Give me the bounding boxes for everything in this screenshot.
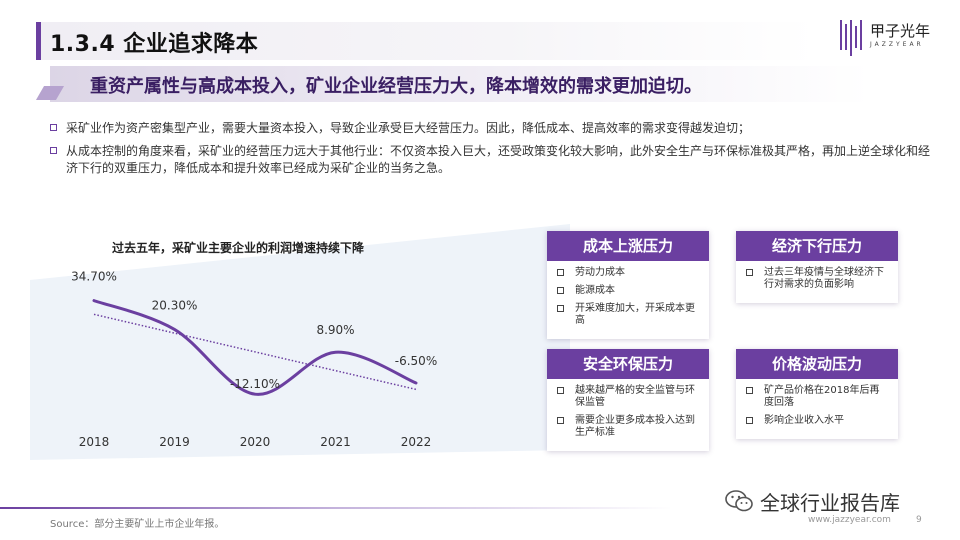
card-body: 越来越严格的安全监管与环保监管 需要企业更多成本投入达到生产标准	[547, 379, 709, 451]
bullet-text: 采矿业作为资产密集型产业，需要大量资本投入，导致企业承受巨大经营压力。因此，降低…	[66, 121, 751, 135]
square-bullet-icon	[746, 269, 753, 276]
card-item: 需要企业更多成本投入达到生产标准	[557, 415, 699, 439]
logo-name: 甲子光年	[870, 22, 931, 40]
square-bullet-icon	[50, 124, 57, 131]
footer-divider	[0, 507, 960, 509]
card-price-fluctuation-pressure: 价格波动压力 矿产品价格在2018年后再度回落 影响企业收入水平	[736, 349, 898, 439]
card-item-text: 过去三年疫情与全球经济下行对需求的负面影响	[764, 267, 884, 290]
card-body: 过去三年疫情与全球经济下行对需求的负面影响	[736, 261, 898, 303]
footer-url[interactable]: www.jazzyear.com	[808, 515, 891, 525]
card-body: 劳动力成本 能源成本 开采难度加大，开采成本更高	[547, 261, 709, 339]
square-bullet-icon	[557, 417, 564, 424]
square-bullet-icon	[746, 417, 753, 424]
square-bullet-icon	[557, 269, 564, 276]
trendline	[93, 313, 417, 391]
card-title: 经济下行压力	[736, 231, 898, 261]
square-bullet-icon	[50, 147, 57, 154]
bullet-list: 采矿业作为资产密集型产业，需要大量资本投入，导致企业承受巨大经营压力。因此，降低…	[50, 120, 930, 183]
data-label: -6.50%	[395, 354, 437, 368]
data-label: -12.10%	[230, 377, 280, 391]
x-tick-label: 2022	[401, 435, 432, 449]
card-item-text: 影响企业收入水平	[764, 415, 844, 426]
data-label: 8.90%	[316, 323, 354, 337]
square-bullet-icon	[746, 387, 753, 394]
card-item: 开采难度加大，开采成本更高	[557, 303, 699, 327]
page-title: 1.3.4 企业追求降本	[50, 32, 259, 57]
title-accent	[36, 22, 41, 60]
data-label: 34.70%	[71, 270, 117, 284]
profit-growth-line-chart: 34.70% 20.30% -12.10% 8.90% -6.50% 2018 2019 2…	[71, 270, 437, 449]
wechat-account-name: 全球行业报告库	[760, 491, 900, 515]
card-item-text: 能源成本	[575, 285, 615, 296]
subtitle: 重资产属性与高成本投入，矿业企业经营压力大，降本增效的需求更加迫切。	[90, 76, 702, 97]
wechat-icon	[725, 490, 753, 512]
chart-title: 过去五年，采矿业主要企业的利润增速持续下降	[112, 241, 365, 255]
card-item: 过去三年疫情与全球经济下行对需求的负面影响	[746, 267, 888, 291]
bullet-text: 从成本控制的角度来看，采矿业的经营压力远大于其他行业：不仅资本投入巨大，还受政策…	[66, 144, 931, 175]
card-item: 越来越严格的安全监管与环保监管	[557, 385, 699, 409]
bullet-item: 采矿业作为资产密集型产业，需要大量资本投入，导致企业承受巨大经营压力。因此，降低…	[50, 120, 930, 137]
chart-background-band	[30, 224, 570, 460]
title-bar	[36, 22, 816, 60]
card-item-text: 矿产品价格在2018年后再度回落	[764, 385, 880, 408]
card-title: 安全环保压力	[547, 349, 709, 379]
subtitle-band	[50, 66, 870, 102]
square-bullet-icon	[557, 387, 564, 394]
card-title: 成本上涨压力	[547, 231, 709, 261]
card-item: 影响企业收入水平	[746, 415, 888, 427]
series-line	[92, 299, 418, 396]
card-item-text: 开采难度加大，开采成本更高	[575, 303, 695, 326]
card-cost-pressure: 成本上涨压力 劳动力成本 能源成本 开采难度加大，开采成本更高	[547, 231, 709, 339]
x-tick-label: 2021	[320, 435, 351, 449]
card-item: 劳动力成本	[557, 267, 699, 279]
card-item: 能源成本	[557, 285, 699, 297]
x-tick-label: 2018	[79, 435, 110, 449]
page-number: 9	[916, 515, 922, 525]
data-label: 20.30%	[152, 298, 198, 312]
card-body: 矿产品价格在2018年后再度回落 影响企业收入水平	[736, 379, 898, 439]
card-title: 价格波动压力	[736, 349, 898, 379]
source-note: Source：部分主要矿业上市企业年报。	[50, 519, 225, 530]
card-item-text: 劳动力成本	[575, 267, 625, 278]
card-item: 矿产品价格在2018年后再度回落	[746, 385, 888, 409]
card-economic-pressure: 经济下行压力 过去三年疫情与全球经济下行对需求的负面影响	[736, 231, 898, 303]
x-tick-label: 2020	[240, 435, 271, 449]
square-bullet-icon	[557, 305, 564, 312]
logo-subtitle: JAZZYEAR	[870, 41, 924, 48]
bullet-item: 从成本控制的角度来看，采矿业的经营压力远大于其他行业：不仅资本投入巨大，还受政策…	[50, 143, 930, 177]
square-bullet-icon	[557, 287, 564, 294]
card-item-text: 需要企业更多成本投入达到生产标准	[575, 415, 695, 438]
x-tick-label: 2019	[159, 435, 190, 449]
logo-icon	[840, 20, 862, 56]
card-item-text: 越来越严格的安全监管与环保监管	[575, 385, 695, 408]
card-safety-environment-pressure: 安全环保压力 越来越严格的安全监管与环保监管 需要企业更多成本投入达到生产标准	[547, 349, 709, 451]
